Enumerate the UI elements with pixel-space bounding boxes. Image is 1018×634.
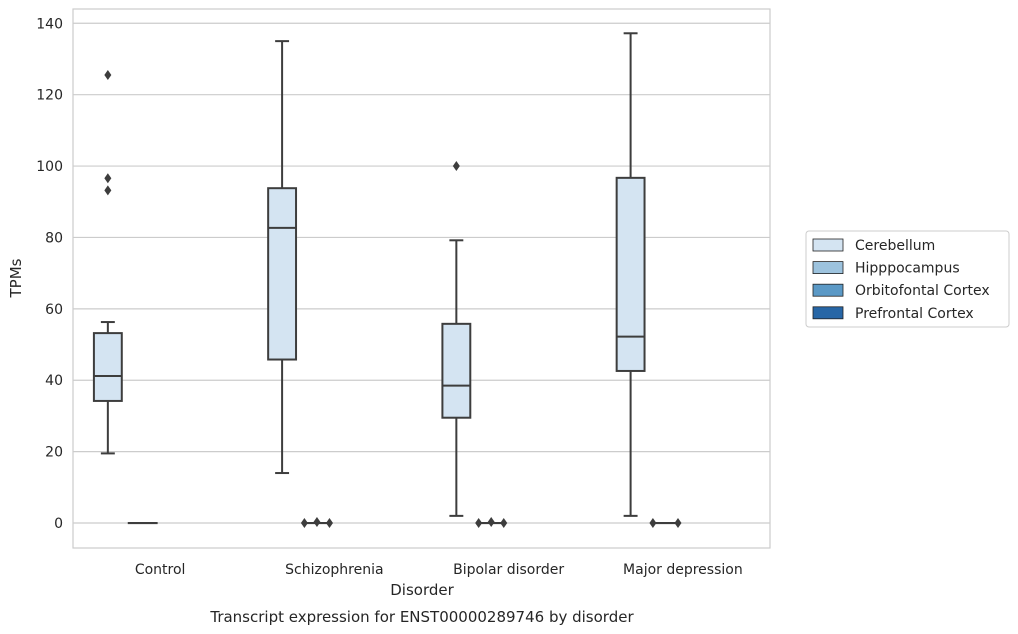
x-tick-label: Major depression [623,562,743,578]
outlier-point [300,518,308,529]
y-tick-label: 40 [45,373,63,389]
y-tick-label: 120 [36,88,63,104]
box-plots [92,32,682,529]
outlier-point [452,161,460,172]
x-tick-label: Control [135,562,186,578]
box-iqr [92,332,123,402]
box-1-1 [300,516,333,529]
outlier-point [325,518,333,529]
box-2-0 [441,161,472,517]
outlier-point [475,518,483,529]
y-axis-label: TPMs [7,258,25,298]
legend: Cerebellum Hipppocampus Orbitofontal Corte… [805,230,1010,328]
outlier-point [487,516,495,527]
legend-swatch [812,283,844,297]
box-0-0 [92,70,123,455]
outlier-point [674,518,682,529]
y-tick-label: 140 [36,16,63,32]
outlier-point [500,518,508,529]
grid-lines [73,22,770,524]
box-3-0 [615,32,646,517]
box-iqr [267,187,298,361]
outlier-point [104,173,112,184]
legend-label: Hipppocampus [855,261,960,277]
box-3-1 [649,518,682,529]
x-tick-label: Bipolar disorder [453,562,564,578]
y-tick-label: 0 [54,516,63,532]
y-axis-ticks: 0 20 40 60 80 100 120 140 [36,16,63,532]
legend-label: Prefrontal Cortex [855,306,974,322]
y-tick-label: 100 [36,159,63,175]
outlier-point [104,70,112,81]
x-axis-label: Disorder [390,581,454,599]
outlier-point [649,518,657,529]
y-tick-label: 20 [45,445,63,461]
legend-label: Cerebellum [855,238,935,254]
box-iqr [615,176,646,372]
plot-area-frame [72,8,771,549]
legend-frame [805,230,1010,328]
y-tick-label: 80 [45,230,63,246]
legend-swatch [812,238,844,252]
outlier-point [313,516,321,527]
box-2-1 [475,516,508,529]
y-tick-label: 60 [45,302,63,318]
chart-title: Transcript expression for ENST0000028974… [209,608,634,626]
legend-swatch [812,261,844,275]
legend-swatch [812,306,844,320]
legend-label: Orbitofontal Cortex [855,283,990,299]
x-tick-label: Schizophrenia [285,562,383,578]
x-axis-ticks: Control Schizophrenia Bipolar disorder Majo… [135,562,743,578]
box-iqr [441,322,472,419]
outlier-point [104,185,112,196]
box-1-0 [267,40,298,475]
